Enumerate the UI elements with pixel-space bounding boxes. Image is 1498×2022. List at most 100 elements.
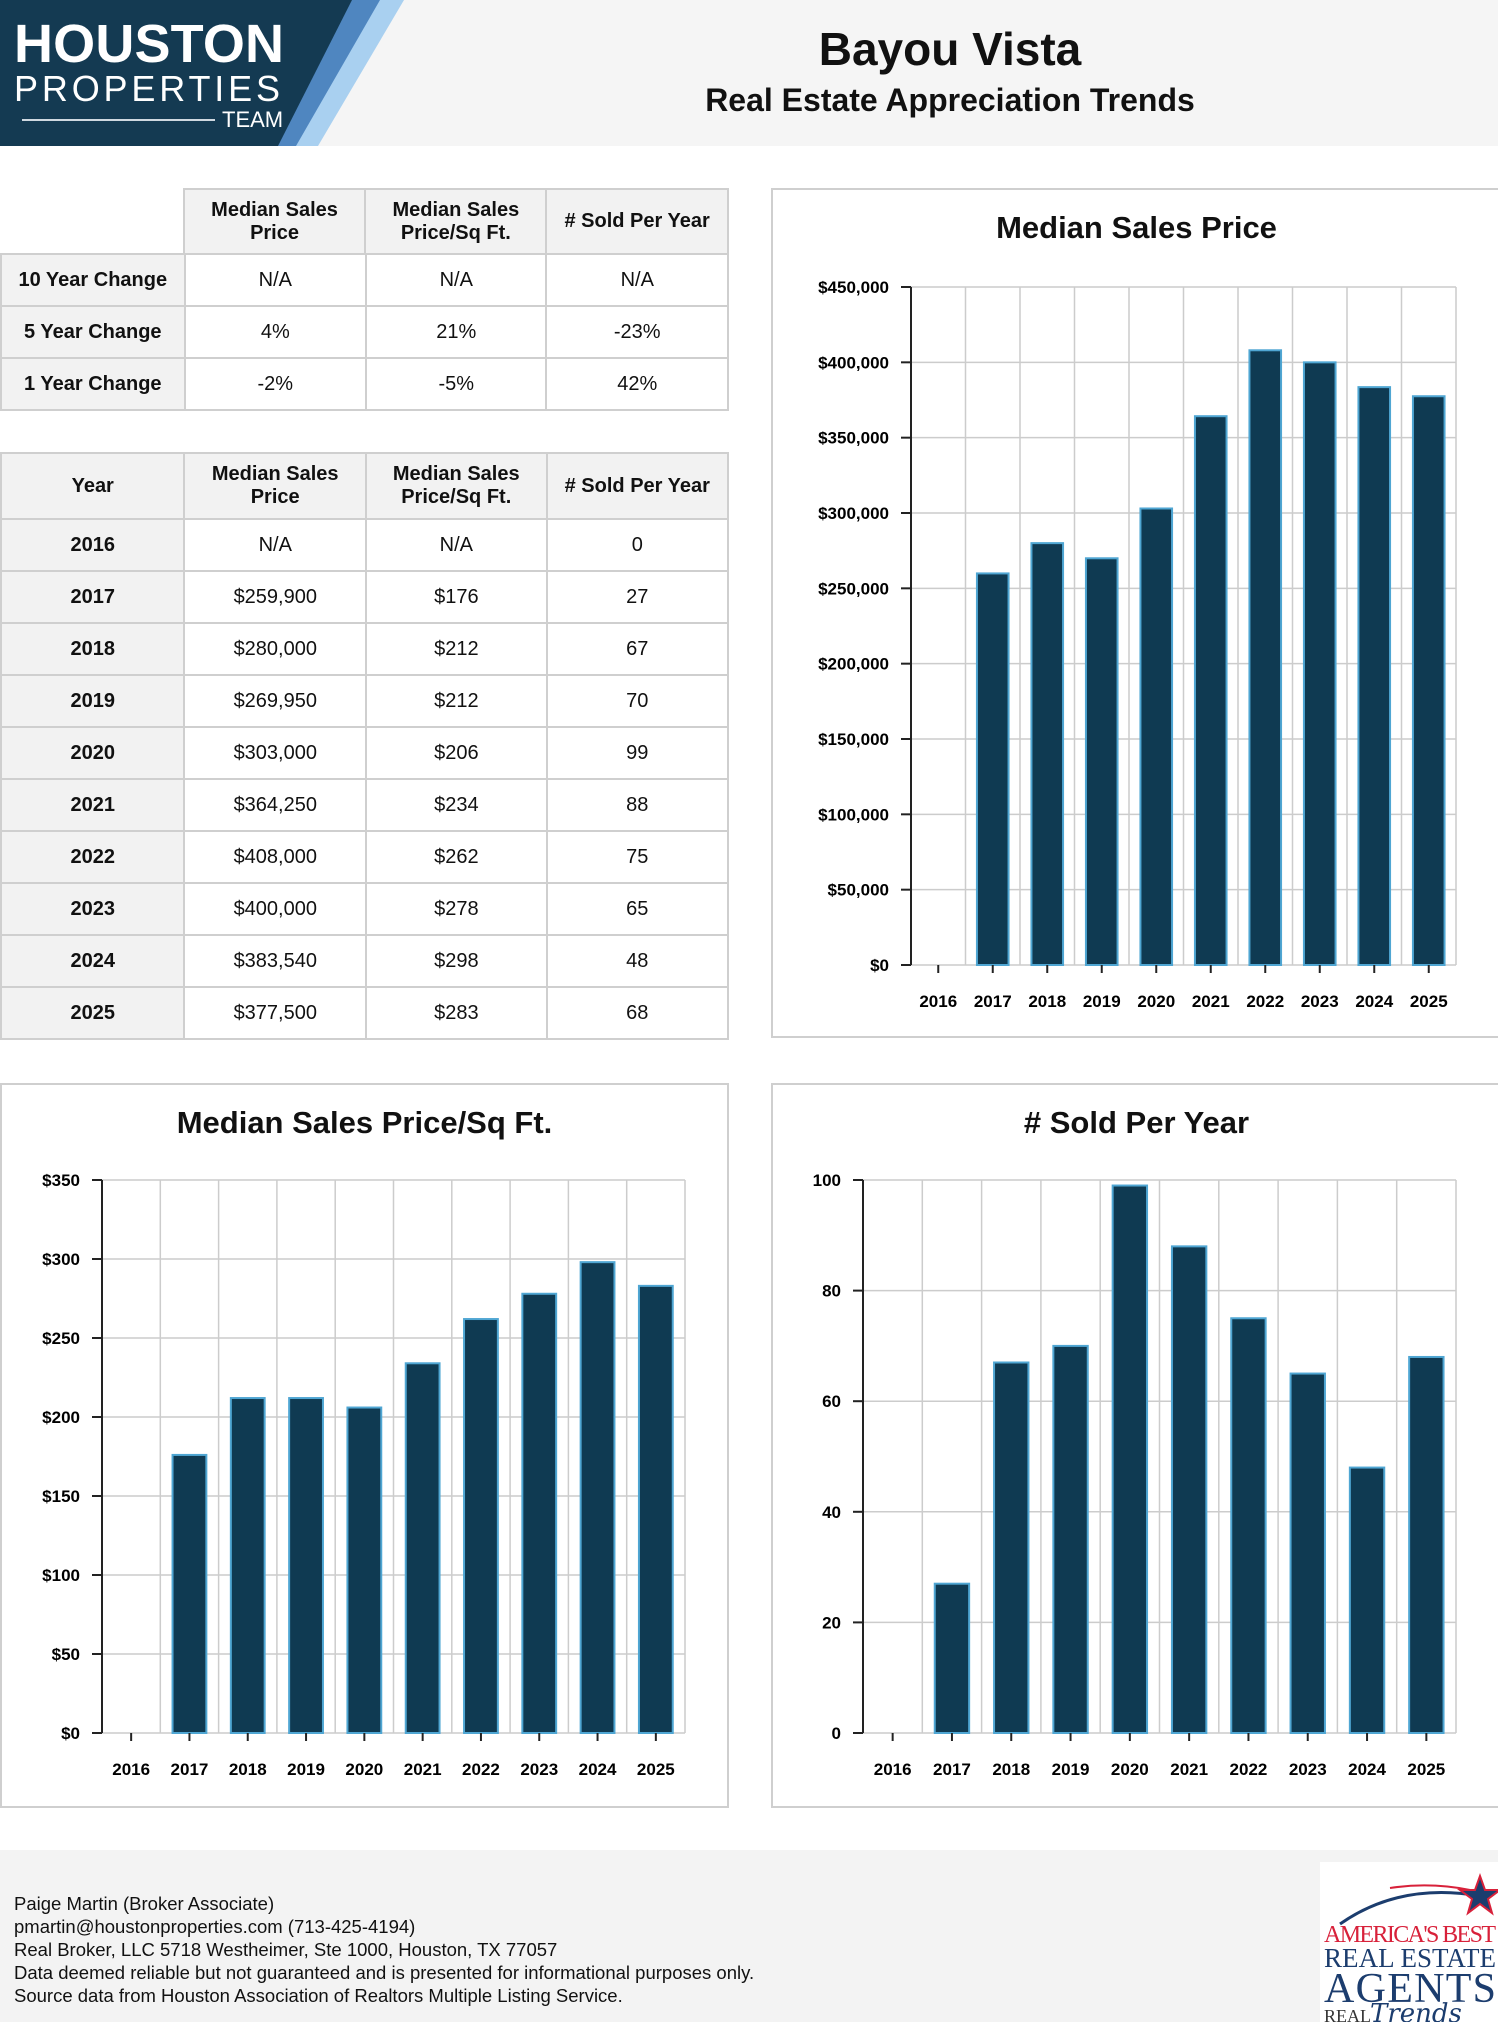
svg-text:Trends: Trends — [1370, 1999, 1462, 2022]
table-cell: $298 — [365, 934, 548, 988]
table-cell: 27 — [545, 570, 730, 624]
table-cell: $400,000 — [183, 882, 368, 936]
table-cell: $269,950 — [183, 674, 368, 728]
col-header: Median Sales Price — [182, 188, 367, 255]
x-tick-label: 2022 — [462, 1760, 500, 1779]
table-row: 2016 N/A N/A 0 — [0, 518, 730, 572]
x-tick-label: 2021 — [1170, 1760, 1208, 1779]
x-tick-label: 2016 — [919, 992, 957, 1011]
x-tick-label: 2021 — [1192, 992, 1230, 1011]
table-cell: N/A — [183, 518, 368, 572]
bar — [1170, 1245, 1208, 1735]
x-tick-label: 2023 — [1289, 1760, 1327, 1779]
table-cell: $234 — [365, 778, 548, 832]
y-tick-label: $400,000 — [818, 353, 889, 372]
col-header: Median Sales Price/Sq Ft. — [364, 188, 548, 255]
table-cell: $383,540 — [183, 934, 368, 988]
broker-address: Real Broker, LLC 5718 Westheimer, Ste 10… — [14, 1939, 558, 1960]
bar — [1248, 349, 1283, 966]
table-row: 2019 $269,950 $212 70 — [0, 674, 730, 728]
row-header: 2017 — [0, 570, 186, 624]
agent-name: Paige Martin (Broker Associate) — [14, 1893, 275, 1914]
table-cell: 70 — [545, 674, 730, 728]
bar — [1193, 415, 1228, 967]
y-tick-label: $250,000 — [818, 579, 889, 598]
y-tick-label: $450,000 — [818, 278, 889, 297]
chart-title: Median Sales Price/Sq Ft. — [176, 1105, 553, 1140]
svg-text:REAL ESTATE: REAL ESTATE — [1324, 1943, 1496, 1973]
bar — [1230, 1317, 1267, 1734]
bar — [521, 1292, 558, 1734]
bar — [1408, 1355, 1445, 1734]
y-tick-label: 100 — [813, 1171, 841, 1190]
table-cell: $364,250 — [183, 778, 368, 832]
bar — [637, 1284, 674, 1735]
x-tick-label: 2017 — [974, 992, 1012, 1011]
header: HOUSTON PROPERTIES TEAM Bayou Vista Real… — [0, 0, 1498, 146]
year-table: Year Median Sales Price Median Sales Pri… — [0, 452, 730, 520]
table-cell: N/A — [365, 518, 548, 572]
row-header: 2025 — [0, 986, 186, 1040]
bar — [404, 1362, 441, 1734]
svg-text:REAL: REAL — [1324, 2006, 1371, 2022]
table-cell: $259,900 — [183, 570, 368, 624]
bar — [975, 572, 1010, 966]
y-tick-label: $350 — [42, 1171, 80, 1190]
table-cell: $206 — [365, 726, 548, 780]
x-tick-label: 2016 — [874, 1760, 912, 1779]
price-sqft-chart: Median Sales Price/Sq Ft. $0 $50 $100 $150 $… — [0, 1083, 729, 1808]
table-cell: $280,000 — [183, 622, 368, 676]
table-cell: $377,500 — [183, 986, 368, 1040]
y-tick-label: 60 — [822, 1392, 841, 1411]
x-tick-label: 2018 — [229, 1760, 267, 1779]
x-tick-label: 2024 — [579, 1760, 617, 1779]
blank-header — [0, 189, 184, 255]
bar — [171, 1453, 208, 1734]
table-cell: -5% — [365, 357, 548, 411]
y-tick-label: 0 — [832, 1724, 841, 1743]
x-tick-label: 2018 — [1028, 992, 1066, 1011]
table-cell: $408,000 — [183, 830, 368, 884]
x-tick-label: 2020 — [1111, 1760, 1149, 1779]
table-row: 2021 $364,250 $234 88 — [0, 778, 730, 832]
table-cell: -23% — [545, 305, 729, 359]
table-cell: $283 — [365, 986, 548, 1040]
y-tick-label: $50,000 — [828, 881, 889, 900]
bar — [1139, 507, 1174, 966]
bar — [1289, 1372, 1326, 1734]
y-tick-label: $200,000 — [818, 655, 889, 674]
col-header: # Sold Per Year — [545, 188, 729, 255]
row-header: 2019 — [0, 674, 186, 728]
x-tick-label: 2022 — [1246, 992, 1284, 1011]
y-tick-label: $150 — [42, 1487, 80, 1506]
table-cell: $303,000 — [183, 726, 368, 780]
sold-per-year-chart: # Sold Per Year 0 20 40 60 80 100 2016 2017 2018… — [771, 1083, 1498, 1808]
bar — [579, 1261, 616, 1734]
year-table-body: 2016 N/A N/A 0 2017 $259,900 $176 27 2018 $280,00… — [0, 518, 730, 1040]
x-tick-label: 2025 — [1407, 1760, 1445, 1779]
row-header: 2024 — [0, 934, 186, 988]
table-cell: N/A — [545, 253, 729, 307]
footer: Paige Martin (Broker Associate) pmartin@… — [0, 1850, 1498, 2022]
table-cell: $212 — [365, 674, 548, 728]
y-tick-label: $0 — [870, 956, 889, 975]
page-subtitle: Real Estate Appreciation Trends — [705, 82, 1195, 118]
bar — [933, 1582, 971, 1734]
x-tick-label: 2016 — [112, 1760, 150, 1779]
row-header: 2023 — [0, 882, 186, 936]
bar — [993, 1361, 1030, 1734]
table-row: 2022 $408,000 $262 75 — [0, 830, 730, 884]
x-tick-label: 2020 — [1137, 992, 1175, 1011]
table-cell: $176 — [365, 570, 548, 624]
y-tick-label: $200 — [42, 1408, 80, 1427]
x-tick-label: 2023 — [1301, 992, 1339, 1011]
americas-best-agents-badge: AMERICA'S BEST REAL ESTATE AGENTS REAL T… — [1320, 1862, 1498, 2022]
table-cell: 68 — [545, 986, 730, 1040]
agent-contact: pmartin@houstonproperties.com (713-425-4… — [14, 1916, 416, 1937]
x-tick-label: 2019 — [1052, 1760, 1090, 1779]
bar — [1302, 361, 1337, 967]
y-tick-label: $250 — [42, 1329, 80, 1348]
bar — [346, 1406, 383, 1734]
table-row: 2018 $280,000 $212 67 — [0, 622, 730, 676]
bar — [1111, 1184, 1149, 1734]
